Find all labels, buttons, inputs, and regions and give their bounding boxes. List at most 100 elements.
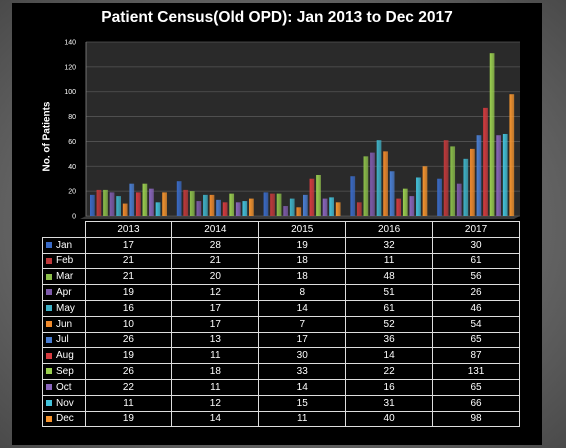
legend-label: Jun xyxy=(56,318,73,330)
table-cell: 48 xyxy=(345,268,434,286)
table-cell: 87 xyxy=(432,347,520,365)
bar-aug-2017 xyxy=(483,107,488,216)
table-column-header: 2015 xyxy=(258,221,347,238)
legend-label: Feb xyxy=(56,255,74,267)
bar-nov-2017 xyxy=(502,133,508,216)
legend-label: Apr xyxy=(56,287,72,299)
legend-entry: Aug xyxy=(42,347,86,365)
legend-swatch xyxy=(46,289,52,296)
y-tick-label: 60 xyxy=(68,139,76,146)
bar-sep-2013 xyxy=(142,183,148,216)
bar-jun-2015 xyxy=(296,207,302,216)
legend-entry: Nov xyxy=(42,394,86,412)
table-row: Jul 26 13 17 36 65 xyxy=(42,331,520,349)
table-cell: 17 xyxy=(84,236,173,254)
table-cell: 66 xyxy=(432,394,520,412)
bar-aug-2013 xyxy=(135,192,141,216)
bar-may-2014 xyxy=(203,194,208,216)
legend-swatch xyxy=(46,368,52,375)
table-row: Oct 22 11 14 16 65 xyxy=(42,378,520,396)
table-cell: 17 xyxy=(171,299,260,317)
legend-entry: Feb xyxy=(42,252,86,270)
legend-label: Nov xyxy=(56,397,74,409)
table-row: Nov 11 12 15 31 66 xyxy=(42,394,520,412)
table-cell: 18 xyxy=(258,252,347,270)
legend-label: Dec xyxy=(56,413,74,425)
table-cell: 14 xyxy=(258,299,347,317)
table-cell: 15 xyxy=(258,394,347,412)
bar-jun-2013 xyxy=(122,203,128,216)
bar-apr-2017 xyxy=(456,183,462,216)
bar-oct-2015 xyxy=(322,198,328,216)
legend-label: Sep xyxy=(56,366,74,378)
table-cell: 33 xyxy=(258,363,347,380)
table-row: Apr 19 12 8 51 26 xyxy=(42,284,520,301)
legend-entry: Sep xyxy=(42,363,86,380)
plot-floor xyxy=(80,216,520,219)
bar-jan-2016 xyxy=(350,176,356,216)
table-cell: 14 xyxy=(345,347,434,365)
table-cell: 36 xyxy=(345,331,434,349)
bar-jul-2017 xyxy=(476,135,482,216)
bar-aug-2015 xyxy=(309,178,315,216)
y-tick-label: 100 xyxy=(64,89,76,96)
table-cell: 54 xyxy=(432,315,520,333)
table-cell: 65 xyxy=(432,331,520,349)
bar-mar-2015 xyxy=(276,193,282,216)
y-tick-label: 0 xyxy=(72,214,76,221)
table-body: Jan 17 28 19 32 30 Feb 21 21 18 11 61 Mar 21 20 18 48 56 A… xyxy=(42,236,520,428)
table-cell: 28 xyxy=(171,236,260,254)
legend-entry: Oct xyxy=(42,378,86,396)
table-cell: 31 xyxy=(345,394,434,412)
table-cell: 18 xyxy=(171,363,260,380)
chart-plot: 0 20 40 60 80 100 120 140 xyxy=(64,40,520,221)
bar-jul-2013 xyxy=(129,183,135,216)
table-cell: 51 xyxy=(345,284,434,301)
bar-oct-2016 xyxy=(409,196,415,216)
bar-nov-2016 xyxy=(416,177,421,216)
table-row: Dec 19 14 11 40 98 xyxy=(42,410,520,428)
legend-entry: Dec xyxy=(42,410,86,428)
bar-mar-2017 xyxy=(450,146,456,216)
table-cell: 30 xyxy=(432,236,520,254)
table-cell: 19 xyxy=(258,236,347,254)
table-cell: 22 xyxy=(84,378,173,396)
table-cell: 21 xyxy=(171,252,260,270)
table-cell: 16 xyxy=(345,378,434,396)
table-cell: 7 xyxy=(258,315,347,333)
table-row: Feb 21 21 18 11 61 xyxy=(42,252,520,270)
bar-feb-2016 xyxy=(356,202,362,216)
legend-entry: May xyxy=(42,299,86,317)
legend-swatch xyxy=(46,400,52,407)
legend-entry: Apr xyxy=(42,284,86,301)
legend-entry: Jun xyxy=(42,315,86,333)
bar-jan-2013 xyxy=(90,194,95,216)
table-column-header: 2016 xyxy=(345,221,434,238)
table-cell: 26 xyxy=(84,363,173,380)
table-row: Sep 26 18 33 22 131 xyxy=(42,363,520,380)
table-header-row: 2013 2014 2015 2016 2017 xyxy=(42,221,520,238)
chart-frame: Patient Census(Old OPD): Jan 2013 to Dec… xyxy=(12,3,542,445)
bar-dec-2014 xyxy=(249,198,254,216)
bar-aug-2014 xyxy=(222,202,228,216)
legend-label: Mar xyxy=(56,271,74,283)
y-tick-label: 40 xyxy=(68,164,76,171)
legend-label: Jan xyxy=(56,239,73,251)
bar-apr-2016 xyxy=(370,152,375,216)
legend-swatch xyxy=(46,305,52,312)
legend-label: May xyxy=(56,302,75,314)
table-cell: 8 xyxy=(258,284,347,301)
table-cell: 26 xyxy=(432,284,520,301)
legend-label: Oct xyxy=(56,381,72,393)
table-cell: 17 xyxy=(258,331,347,349)
bar-may-2013 xyxy=(116,196,121,216)
table-cell: 40 xyxy=(345,410,434,428)
table-cell: 11 xyxy=(84,394,173,412)
bar-nov-2013 xyxy=(155,202,161,216)
table-cell: 16 xyxy=(84,299,173,317)
bar-feb-2013 xyxy=(96,189,102,216)
bar-feb-2017 xyxy=(443,140,449,216)
bar-may-2015 xyxy=(289,198,295,216)
table-cell: 11 xyxy=(258,410,347,428)
bar-feb-2015 xyxy=(270,193,275,216)
